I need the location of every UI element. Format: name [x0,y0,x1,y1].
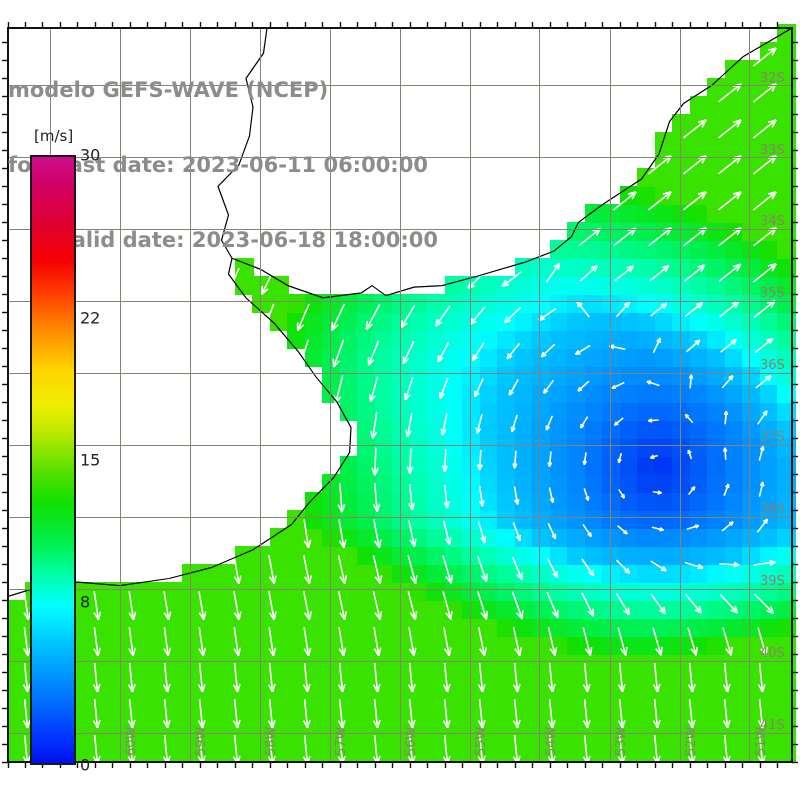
colorbar: [m/s] 30 22 15 8 0 [30,127,100,775]
colorbar-unit-label: [m/s] [34,127,74,145]
lon-label-58W: 58W [264,726,279,756]
lat-label-34S: 34S [760,214,785,230]
lat-label-38S: 38S [760,502,785,518]
colorbar-tick-0: 0 [80,755,91,775]
lon-label-53W: 53W [614,726,629,756]
lat-label-40S: 40S [760,646,785,662]
colorbar-tick-15: 15 [80,450,101,470]
lon-label-52W: 52W [684,726,699,756]
lon-label-57W: 57W [334,726,349,756]
lat-label-41S: 41S [760,718,785,734]
colorbar-tick-30: 30 [80,145,101,165]
lat-label-33S: 33S [760,142,785,158]
lon-label-56W: 56W [404,726,419,756]
lon-label-54W: 54W [544,726,559,756]
lon-label-55W: 55W [474,726,489,756]
model-title: modelo GEFS-WAVE (NCEP) [8,78,329,102]
lon-label-59W: 59W [194,726,209,756]
colorbar-tick-22: 22 [80,308,101,328]
valid-date: valid date: 2023-06-18 18:00:00 [58,228,438,252]
lat-label-32S: 32S [760,70,785,86]
colorbar-gradient [30,155,76,765]
lat-label-39S: 39S [760,574,785,590]
lat-label-37S: 37S [760,430,785,446]
lon-label-60W: 60W [124,726,139,756]
lat-label-35S: 35S [760,286,785,302]
colorbar-tick-8: 8 [80,592,91,612]
figure-title-block: modelo GEFS-WAVE (NCEP) forecast date: 2… [8,28,488,303]
lat-label-36S: 36S [760,358,785,374]
